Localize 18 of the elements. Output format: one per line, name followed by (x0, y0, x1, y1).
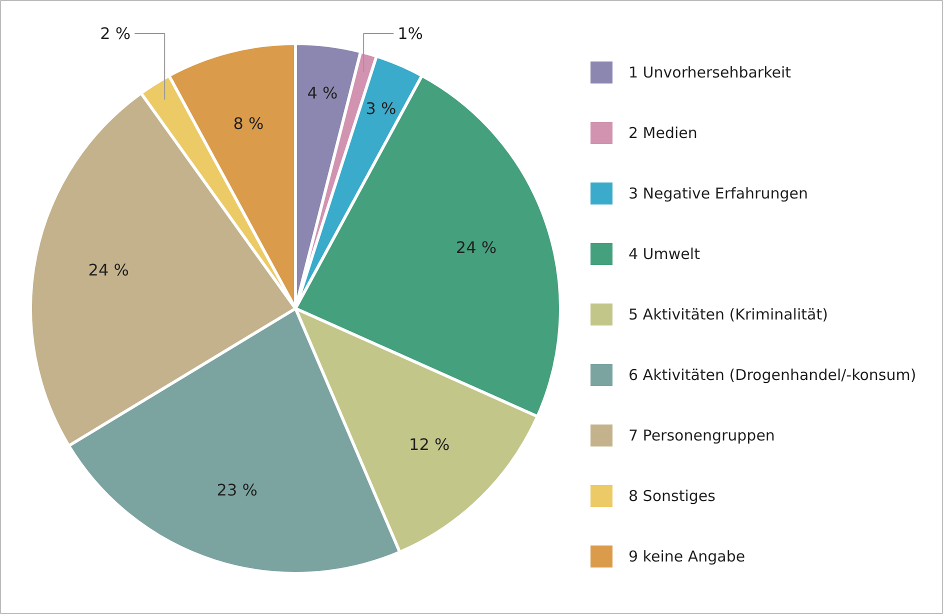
data-label: 3 % (366, 99, 396, 118)
data-label: 2 % (100, 24, 131, 43)
legend-label: 5 Aktivitäten (Kriminalität) (628, 306, 828, 324)
data-label: 4 % (307, 83, 338, 102)
legend-label: 8 Sonstiges (628, 487, 716, 505)
legend-label: 9 keine Angabe (628, 548, 746, 566)
legend-label: 2 Medien (628, 124, 698, 142)
legend-label: 1 Unvorhersehbarkeit (628, 64, 792, 82)
data-label: 24 % (456, 238, 497, 257)
legend-label: 6 Aktivitäten (Drogenhandel/-konsum) (628, 366, 916, 384)
data-label: 12 % (409, 434, 450, 454)
data-label: 8 % (233, 114, 264, 134)
data-label: 24 % (88, 260, 129, 280)
data-label: 1% (398, 24, 423, 43)
legend-label: 7 Personengruppen (628, 426, 775, 444)
legend-label: 4 Umwelt (628, 245, 700, 263)
legend-label: 3 Negative Erfahrungen (628, 184, 808, 202)
data-label: 23 % (216, 480, 258, 500)
